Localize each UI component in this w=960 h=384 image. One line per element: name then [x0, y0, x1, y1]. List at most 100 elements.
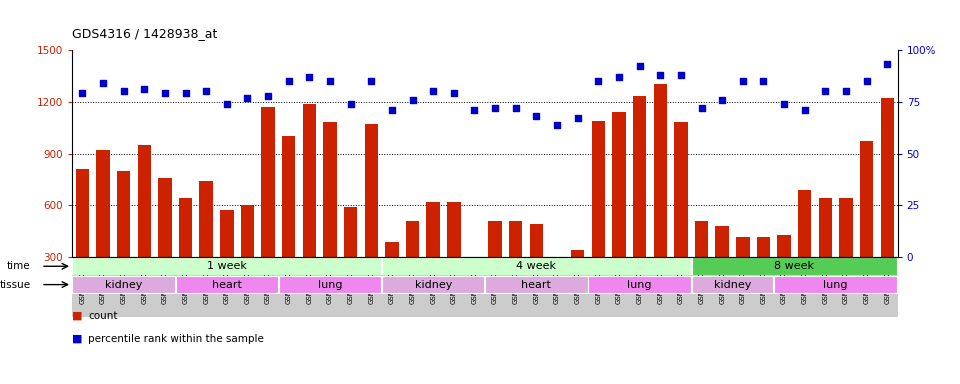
Point — [446, 90, 462, 96]
Bar — [261, 107, 275, 257]
Bar — [241, 205, 254, 257]
Point — [75, 90, 90, 96]
FancyBboxPatch shape — [176, 276, 278, 293]
Bar — [344, 207, 357, 257]
Text: 4 week: 4 week — [516, 261, 557, 271]
Point — [467, 107, 482, 113]
Bar — [96, 150, 109, 257]
Bar — [530, 224, 543, 257]
Bar — [137, 145, 151, 257]
Point — [199, 88, 214, 94]
Point — [405, 96, 420, 103]
Point — [777, 101, 792, 107]
Point — [301, 74, 317, 80]
FancyBboxPatch shape — [382, 257, 691, 275]
Point — [612, 74, 627, 80]
Text: lung: lung — [318, 280, 343, 290]
Bar — [736, 237, 750, 257]
Bar — [695, 221, 708, 257]
Bar — [550, 257, 564, 258]
Point — [260, 93, 276, 99]
Bar — [426, 202, 440, 257]
Point — [838, 88, 853, 94]
Point — [343, 101, 358, 107]
Point — [859, 78, 875, 84]
Bar — [406, 221, 420, 257]
Text: tissue: tissue — [0, 280, 31, 290]
Point — [590, 78, 606, 84]
Bar — [302, 104, 316, 257]
Bar — [158, 178, 172, 257]
Point — [425, 88, 441, 94]
Text: ■: ■ — [72, 334, 83, 344]
FancyBboxPatch shape — [588, 276, 691, 293]
Text: count: count — [88, 311, 118, 321]
Text: heart: heart — [212, 280, 242, 290]
Bar — [468, 257, 481, 259]
Point — [714, 96, 730, 103]
Bar — [385, 242, 398, 257]
Point — [570, 115, 586, 121]
Text: 1 week: 1 week — [206, 261, 247, 271]
Bar — [756, 237, 770, 257]
Point — [281, 78, 297, 84]
Point — [157, 90, 173, 96]
Bar — [880, 98, 894, 257]
Point — [549, 121, 564, 127]
Point — [178, 90, 193, 96]
Bar — [220, 210, 233, 257]
Point — [323, 78, 338, 84]
Bar — [612, 112, 626, 257]
Point — [818, 88, 833, 94]
FancyBboxPatch shape — [691, 276, 774, 293]
Bar — [571, 250, 585, 257]
FancyBboxPatch shape — [691, 257, 898, 275]
Point — [653, 72, 668, 78]
Bar — [282, 136, 296, 257]
Bar — [200, 181, 213, 257]
Text: lung: lung — [824, 280, 848, 290]
Text: 8 week: 8 week — [775, 261, 814, 271]
FancyBboxPatch shape — [72, 257, 381, 275]
Bar — [778, 235, 791, 257]
Point — [735, 78, 751, 84]
Bar — [654, 84, 667, 257]
Text: time: time — [7, 261, 31, 271]
Point — [95, 80, 110, 86]
Bar — [509, 221, 522, 257]
FancyBboxPatch shape — [485, 276, 588, 293]
Text: lung: lung — [627, 280, 652, 290]
Point — [673, 72, 688, 78]
Bar — [591, 121, 605, 257]
Bar — [489, 221, 502, 257]
Point — [632, 63, 647, 70]
FancyBboxPatch shape — [278, 276, 381, 293]
Bar — [860, 141, 874, 257]
Bar — [179, 199, 192, 257]
Text: kidney: kidney — [105, 280, 142, 290]
Point — [240, 94, 255, 101]
Point — [694, 105, 709, 111]
Text: GDS4316 / 1428938_at: GDS4316 / 1428938_at — [72, 27, 217, 40]
Bar — [715, 226, 729, 257]
FancyBboxPatch shape — [774, 276, 898, 293]
Point — [797, 107, 812, 113]
Bar — [365, 124, 378, 257]
Text: kidney: kidney — [714, 280, 751, 290]
Bar — [447, 202, 461, 257]
Point — [116, 88, 132, 94]
Point — [879, 61, 895, 68]
Bar — [674, 122, 687, 257]
Text: kidney: kidney — [415, 280, 452, 290]
Bar — [819, 199, 832, 257]
Text: percentile rank within the sample: percentile rank within the sample — [88, 334, 264, 344]
Point — [219, 101, 234, 107]
Point — [488, 105, 503, 111]
Bar — [633, 96, 646, 257]
Bar — [117, 171, 131, 257]
FancyBboxPatch shape — [382, 276, 485, 293]
Point — [136, 86, 152, 93]
FancyBboxPatch shape — [72, 276, 175, 293]
Bar — [76, 169, 89, 257]
Point — [508, 105, 523, 111]
